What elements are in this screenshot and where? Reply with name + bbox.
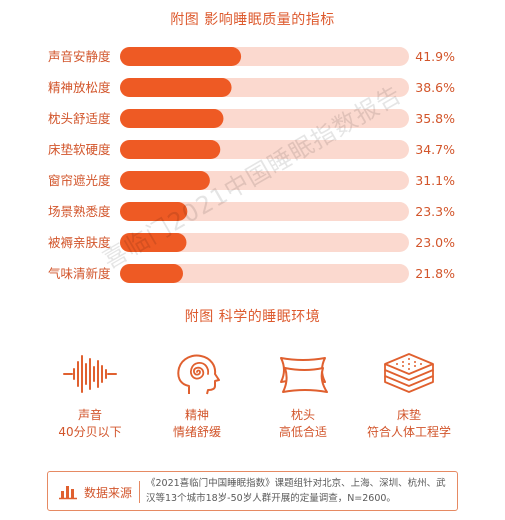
env-name-pillow: 枕头 — [290, 408, 315, 422]
value-label: 23.3% — [415, 204, 455, 219]
env-item-mattress: 床垫 符合人体工程学 — [364, 352, 454, 441]
env-desc-mind: 情绪舒缓 — [172, 425, 221, 439]
value-label: 38.6% — [415, 80, 455, 95]
data-source-label: 数据来源 — [84, 486, 133, 500]
category-label: 声音安静度 — [48, 49, 111, 64]
pillow-icon — [280, 357, 328, 393]
value-label: 34.7% — [415, 142, 455, 157]
bar-track — [120, 264, 409, 283]
divider — [139, 481, 140, 503]
env-desc-mattress: 符合人体工程学 — [366, 425, 451, 439]
category-label: 枕头舒适度 — [48, 111, 111, 126]
category-label: 气味清新度 — [48, 266, 111, 281]
env-item-mind: 精神 情绪舒缓 — [152, 352, 242, 441]
env-name-mattress: 床垫 — [396, 408, 421, 422]
bar — [120, 109, 224, 128]
env-item-pillow: 枕头 高低合适 — [258, 352, 348, 441]
data-source-text: 《2021喜临门中国睡眠指数》课题组针对北京、上海、深圳、杭州、武汉等13个城市… — [146, 478, 446, 504]
env-name-sound: 声音 — [77, 408, 102, 422]
sound-wave-icon — [63, 355, 117, 393]
bar — [120, 140, 221, 159]
head-spiral-icon — [177, 354, 220, 395]
value-label: 41.9% — [415, 49, 455, 64]
environment-title: 附图 科学的睡眠环境 — [184, 309, 321, 325]
bar-track — [120, 202, 409, 221]
bar — [120, 78, 232, 97]
mattress-icon — [384, 353, 434, 393]
category-label: 床垫软硬度 — [48, 142, 111, 157]
chart-title: 附图 影响睡眠质量的指标 — [170, 12, 335, 28]
value-label: 21.8% — [415, 266, 455, 281]
bar-chart-icon — [59, 486, 77, 500]
category-label: 被褥亲肤度 — [48, 235, 111, 250]
category-label: 精神放松度 — [48, 80, 111, 95]
env-item-sound: 声音 40分贝以下 — [45, 352, 135, 441]
category-label: 场景熟悉度 — [48, 204, 111, 219]
category-label: 窗帘遮光度 — [48, 173, 111, 188]
value-label: 31.1% — [415, 173, 455, 188]
data-source-box: 数据来源 《2021喜临门中国睡眠指数》课题组针对北京、上海、深圳、杭州、武汉等… — [47, 471, 458, 511]
bar-chart: 声音安静度 41.9% 精神放松度 38.6% 枕头舒适度 35.8% 床垫软硬度 34.7%… — [48, 47, 455, 283]
env-desc-pillow: 高低合适 — [278, 425, 327, 439]
bar — [120, 202, 188, 221]
env-desc-sound: 40分贝以下 — [58, 425, 122, 439]
value-label: 35.8% — [415, 111, 455, 126]
bar — [120, 171, 210, 190]
bar — [120, 47, 242, 66]
bar — [120, 264, 184, 283]
value-label: 23.0% — [415, 235, 455, 250]
bar-track — [120, 233, 409, 252]
bar — [120, 233, 187, 252]
env-name-mind: 精神 — [184, 408, 209, 422]
